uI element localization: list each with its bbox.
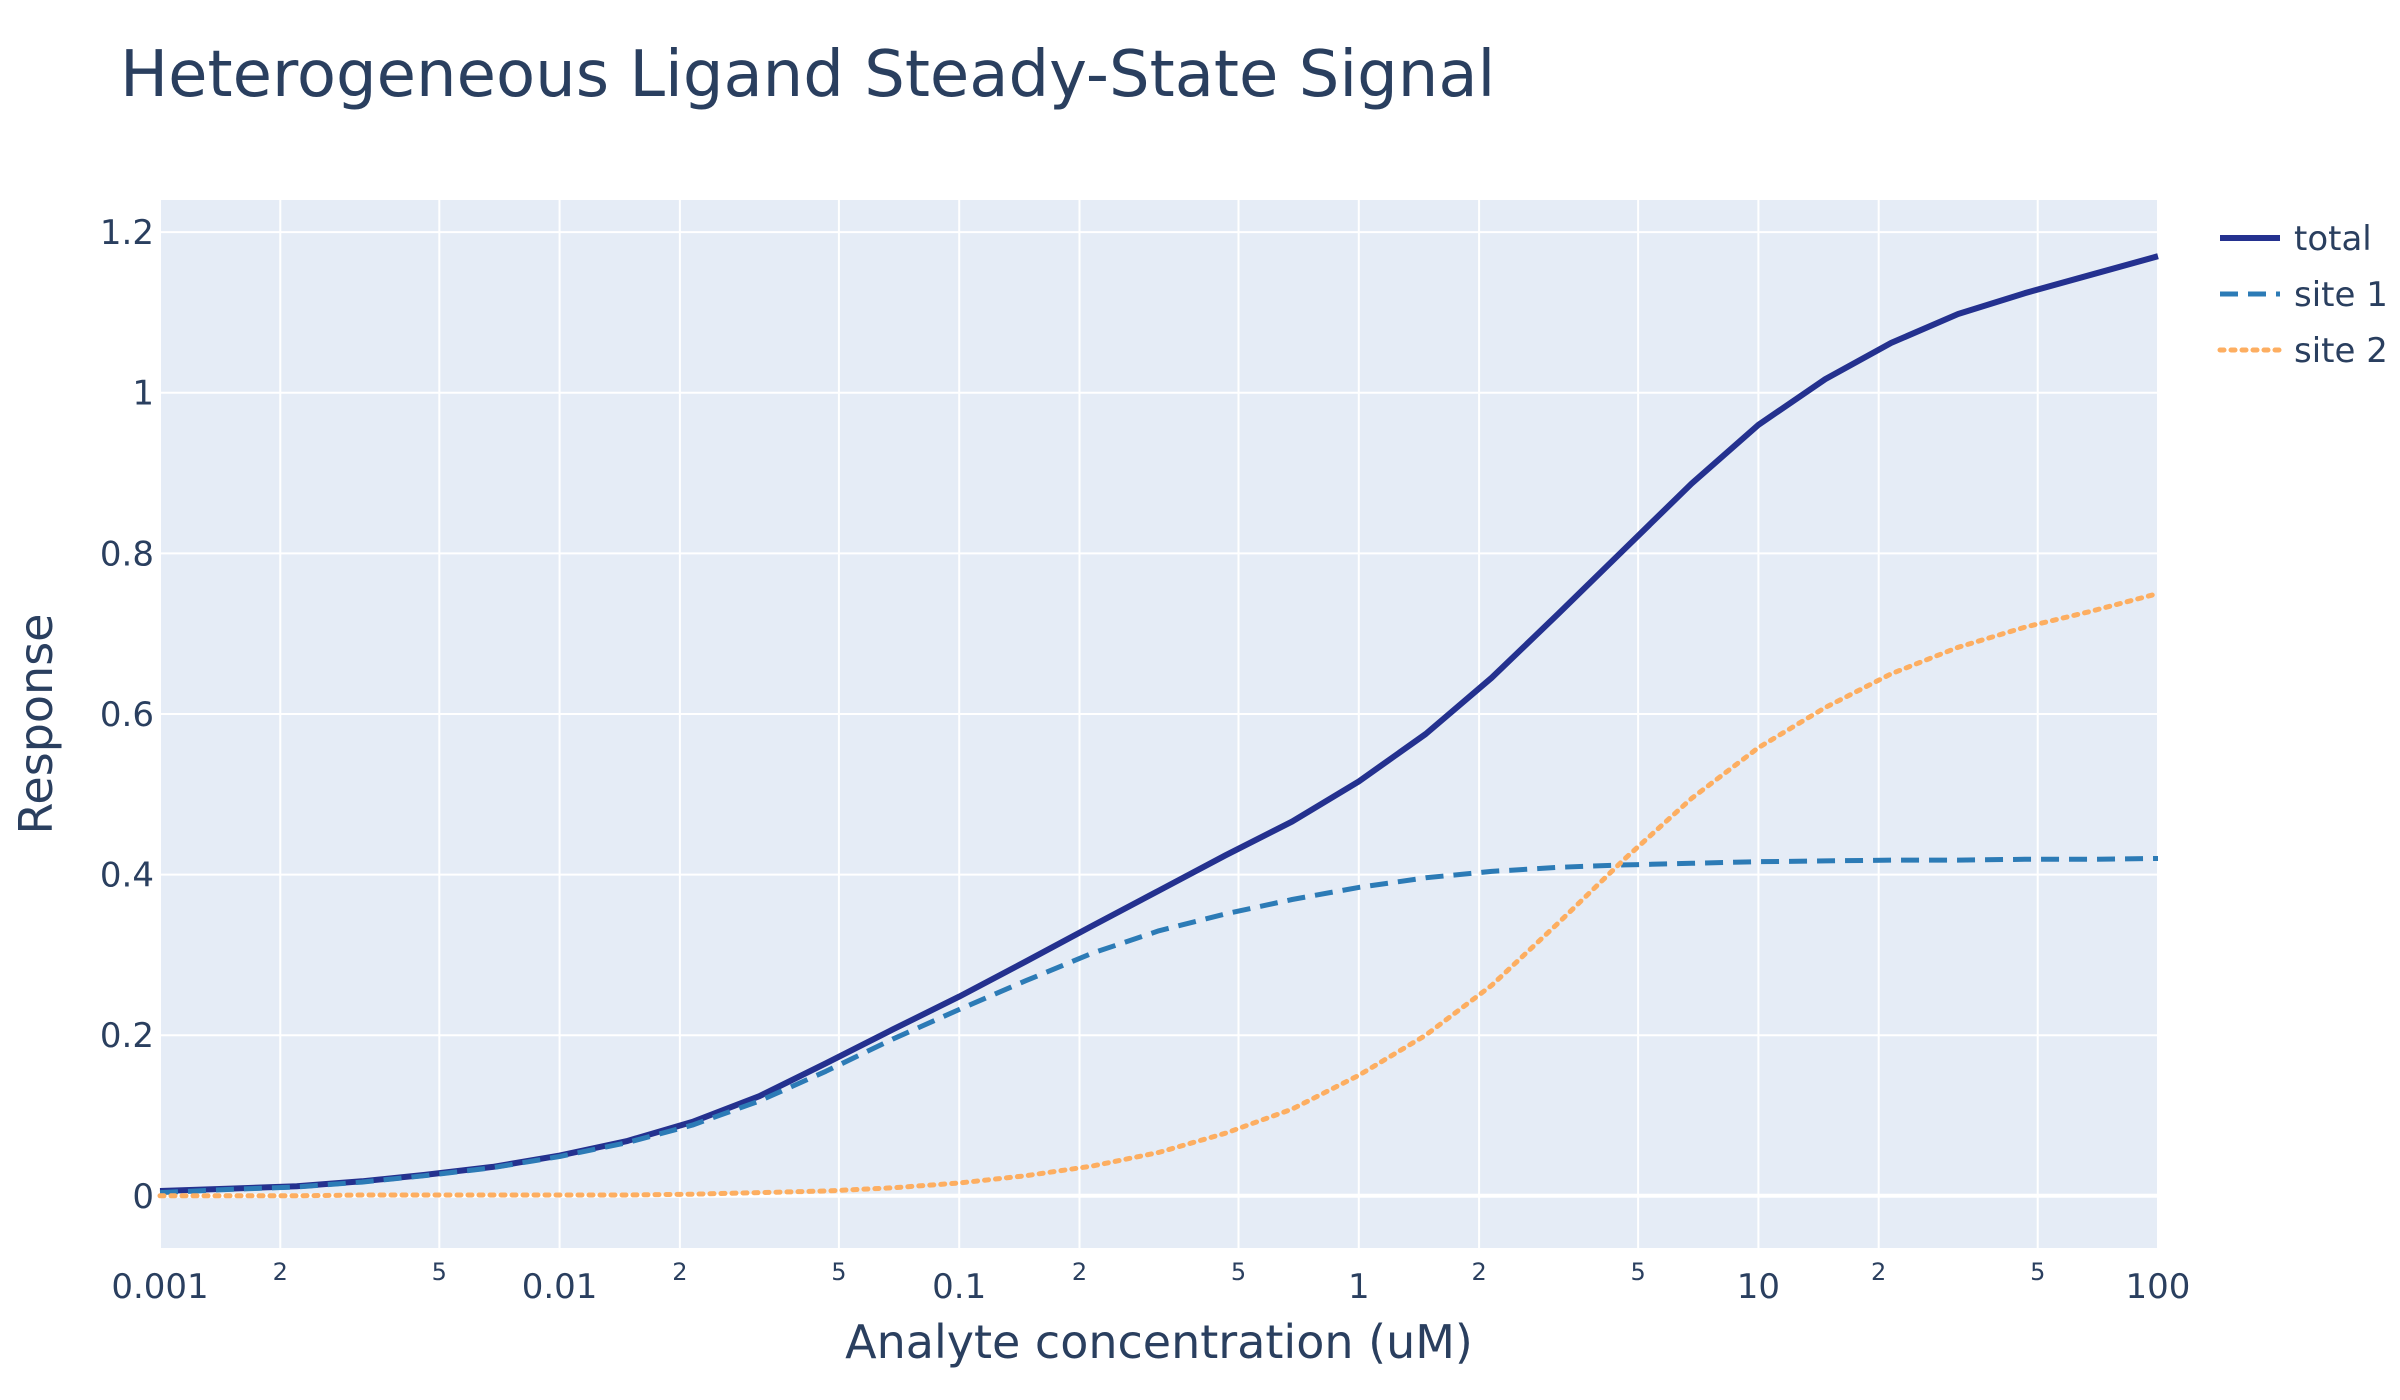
y-tick-label: 0.2: [100, 1016, 154, 1056]
y-tick-label: 0.4: [100, 856, 154, 896]
x-axis-ticks: 0.001 0.01 0.1 1 10 100 2 5 2 5 2 5 2 5 2 5: [111, 1258, 2190, 1307]
x-minor-tick-label: 2: [1471, 1258, 1486, 1286]
legend-item-total[interactable]: total: [2220, 219, 2372, 259]
x-minor-tick-label: 5: [1231, 1258, 1246, 1286]
x-tick-label: 1: [1348, 1267, 1370, 1307]
x-minor-tick-label: 2: [672, 1258, 687, 1286]
y-tick-label: 1: [132, 374, 154, 414]
x-minor-tick-label: 2: [1871, 1258, 1886, 1286]
legend-label: total: [2294, 219, 2372, 259]
grid-lines: [159, 200, 2159, 1248]
x-tick-label: 10: [1737, 1267, 1780, 1307]
y-axis-ticks: 0 0.2 0.4 0.6 0.8 1 1.2: [100, 213, 154, 1217]
x-tick-label: 0.001: [111, 1267, 208, 1307]
y-tick-label: 1.2: [100, 213, 154, 253]
y-axis-title: Response: [9, 614, 63, 835]
x-minor-tick-label: 2: [273, 1258, 288, 1286]
series-line-site-2: [157, 591, 2161, 1199]
series-line-total: [159, 253, 2159, 1194]
y-tick-label: 0.8: [100, 534, 154, 574]
y-tick-label: 0.6: [100, 695, 154, 735]
series-line-site-1: [159, 856, 2159, 1196]
x-minor-tick-label: 2: [1072, 1258, 1087, 1286]
y-tick-label: 0: [132, 1177, 154, 1217]
x-minor-tick-label: 5: [2030, 1258, 2045, 1286]
legend-item-site-2[interactable]: site 2: [2217, 331, 2388, 371]
legend-label: site 1: [2294, 275, 2388, 315]
series-lines: [157, 253, 2161, 1199]
x-axis-title: Analyte concentration (uM): [845, 1315, 1473, 1369]
x-minor-tick-label: 5: [432, 1258, 447, 1286]
x-minor-tick-label: 5: [831, 1258, 846, 1286]
x-tick-label: 0.1: [932, 1267, 986, 1307]
x-tick-label: 100: [2126, 1267, 2191, 1307]
x-tick-label: 0.01: [522, 1267, 598, 1307]
x-minor-tick-label: 5: [1630, 1258, 1645, 1286]
legend-item-site-1[interactable]: site 1: [2220, 275, 2388, 315]
chart-title: Heterogeneous Ligand Steady-State Signal: [120, 38, 1496, 112]
legend[interactable]: total site 1 site 2: [2217, 219, 2388, 371]
legend-label: site 2: [2294, 331, 2388, 371]
plot-area: [160, 200, 2158, 1248]
